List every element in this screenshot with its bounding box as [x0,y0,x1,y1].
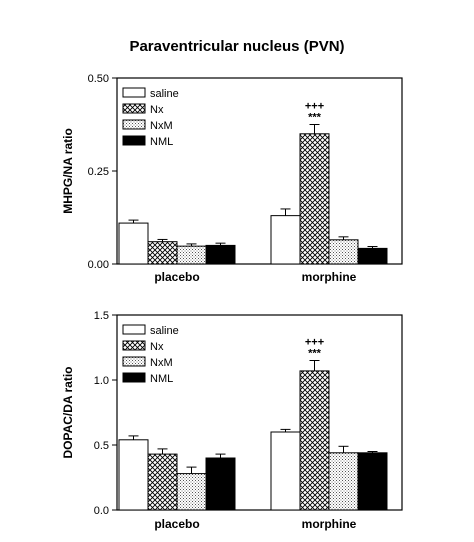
figure-title: Paraventricular nucleus (PVN) [129,38,345,55]
bar-Nx-morphine [299,370,330,511]
legend-label-NML: NML [150,373,173,385]
legend-swatch-NML [122,135,146,146]
bar-saline-placebo [118,439,149,511]
x-category-label: placebo [154,517,199,531]
legend-swatch-NML [122,372,146,383]
y-tick-label: 1.0 [94,375,109,387]
legend-label-saline: saline [150,325,179,337]
bar-Nx-placebo [147,241,178,265]
bar-NxM-placebo [176,473,207,511]
bar-saline-placebo [118,222,149,265]
y-tick-label: 0.5 [94,440,109,452]
bar-saline-morphine [270,431,301,511]
legend-swatch-Nx [122,103,146,114]
bar-NML-placebo [205,457,236,511]
bar-NxM-morphine [328,452,359,511]
x-category-label: morphine [302,517,357,531]
legend-swatch-Nx [122,340,146,351]
y-tick-label: 0.25 [88,166,109,178]
x-category-label: morphine [302,270,357,284]
legend-label-Nx: Nx [150,104,164,116]
chart-panel-2: 0.0 0.5 1.0 1.5 DOPAC/DA ratio placebo morphin… [61,310,403,531]
y-axis-title: DOPAC/DA ratio [61,366,75,458]
y-tick-label: 0.50 [88,73,109,85]
significance-marker: *** [308,112,322,124]
plot-frame [116,314,403,511]
legend-label-Nx: Nx [150,341,164,353]
y-tick-label: 0.00 [88,259,109,271]
bar-NML-morphine [357,247,388,265]
bar-NML-placebo [205,244,236,265]
legend-swatch-NxM [122,119,146,130]
y-axis-title: MHPG/NA ratio [61,128,75,214]
x-category-label: placebo [154,270,199,284]
legend-swatch-saline [122,87,146,98]
legend-label-NxM: NxM [150,357,173,369]
legend-label-NML: NML [150,136,173,148]
legend-swatch-NxM [122,356,146,367]
chart-panel-1: 0.00 0.25 0.50 MHPG/NA ratio placebo morphine… [61,73,403,284]
bar-NxM-morphine [328,239,359,265]
significance-marker: +++ [305,337,324,349]
bar-Nx-placebo [147,453,178,511]
y-tick-label: 1.5 [94,310,109,322]
legend-label-saline: saline [150,88,179,100]
y-tick-label: 0.0 [94,505,109,517]
bar-saline-morphine [270,215,301,265]
bar-NML-morphine [357,452,388,511]
legend-label-NxM: NxM [150,120,173,132]
significance-marker: *** [308,348,322,360]
bar-NxM-placebo [176,245,207,265]
significance-marker: +++ [305,101,324,113]
bar-Nx-morphine [299,133,330,265]
legend-swatch-saline [122,324,146,335]
